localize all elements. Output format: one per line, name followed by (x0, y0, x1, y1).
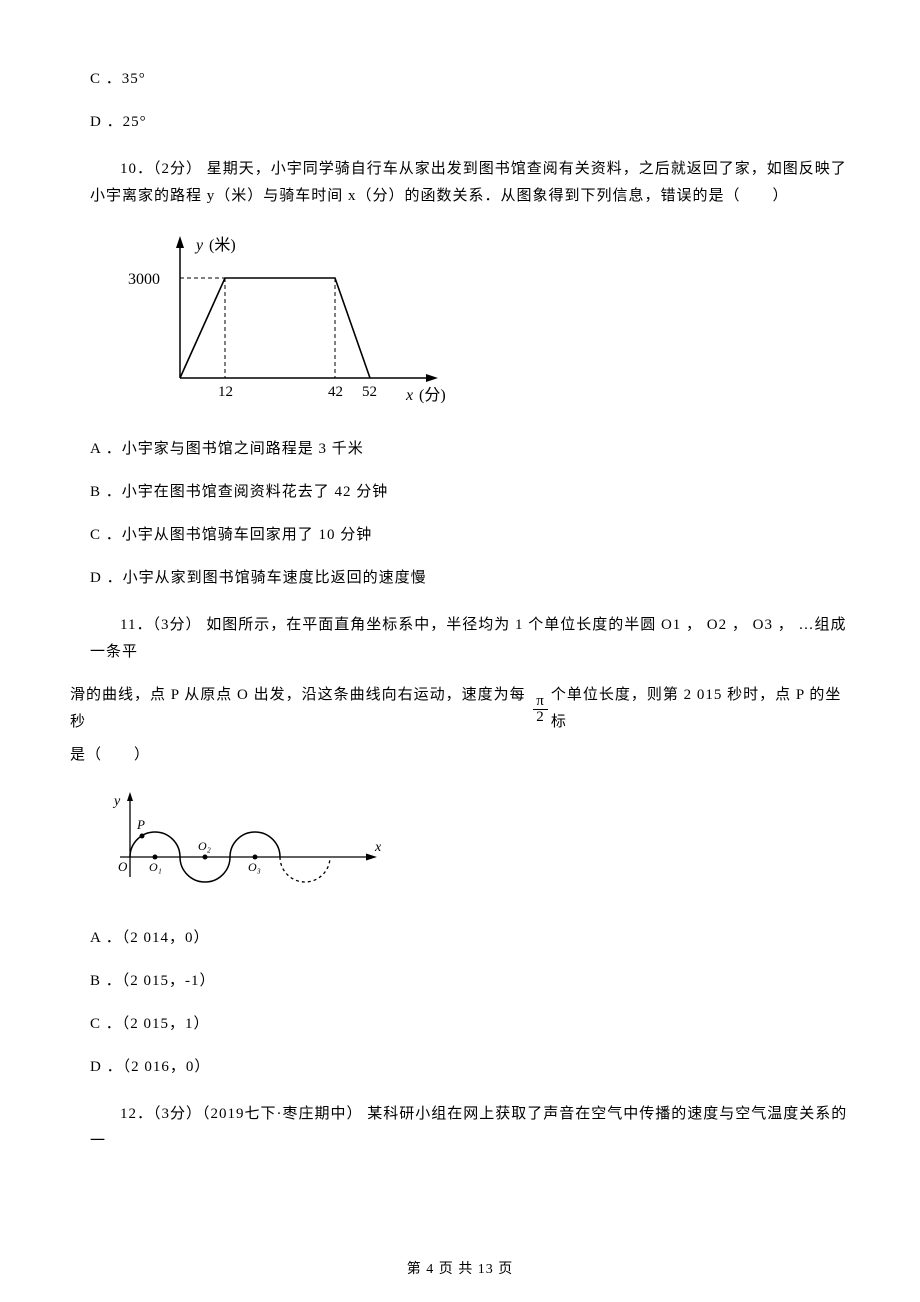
page-footer: 第 4 页 共 13 页 (0, 1257, 920, 1282)
fraction-numerator: π (533, 694, 548, 710)
pi-over-2-fraction: π 2 (533, 694, 548, 725)
x-label-q11: x (374, 840, 382, 855)
q10-option-b: B ．小宇在图书馆查阅资料花去了 42 分钟 (90, 479, 850, 506)
q11-option-a: A ．（2 014，0） (90, 925, 850, 952)
q10-text: 10．（2分） 星期天，小宇同学骑自行车从家出发到图书馆查阅有关资料，之后就返回… (90, 156, 850, 210)
x-axis-label: x (405, 387, 413, 404)
q11-line2-a: 滑的曲线，点 P 从原点 O 出发，沿这条曲线向右运动，速度为每秒 (70, 682, 530, 736)
y-axis-label: y (194, 237, 204, 254)
o2-label: O₂ (198, 839, 211, 853)
q11-option-c: C ．（2 015，1） (90, 1011, 850, 1038)
q10-option-d: D ．小宇从家到图书馆骑车速度比返回的速度慢 (90, 565, 850, 592)
q11-option-d: D ．（2 016，0） (90, 1054, 850, 1081)
origin-label: O (118, 859, 128, 874)
o1-label: O₁ (149, 860, 162, 874)
q11-chart: y x O O₁ P O₂ O₃ (100, 787, 850, 907)
o3-label: O₃ (248, 860, 261, 874)
q10-chart: y (米) x (分) 3000 12 42 52 (110, 228, 850, 418)
fraction-denominator: 2 (533, 710, 548, 725)
p-label: P (136, 817, 145, 832)
q11-line1: 11．（3分） 如图所示，在平面直角坐标系中，半径均为 1 个单位长度的半圆 O… (90, 612, 850, 666)
q11-line3: 是（ ） (70, 742, 850, 769)
q9-option-d: D ．25° (90, 109, 850, 136)
x-tick-12: 12 (218, 384, 233, 400)
y-label-q11: y (112, 794, 121, 809)
q12-text: 12．（3分）（2019七下·枣庄期中） 某科研小组在网上获取了声音在空气中传播… (90, 1101, 850, 1155)
q9-option-c: C ．35° (90, 66, 850, 93)
x-tick-42: 42 (328, 384, 343, 400)
q11-line2: 滑的曲线，点 P 从原点 O 出发，沿这条曲线向右运动，速度为每秒 π 2 个单… (70, 682, 850, 736)
x-axis-unit: (分) (419, 386, 446, 404)
q11-line2-b: 个单位长度，则第 2 015 秒时，点 P 的坐标 (551, 682, 850, 736)
q10-option-c: C ．小宇从图书馆骑车回家用了 10 分钟 (90, 522, 850, 549)
x-tick-52: 52 (362, 384, 377, 400)
q11-option-b: B ．（2 015，-1） (90, 968, 850, 995)
q10-option-a: A ．小宇家与图书馆之间路程是 3 千米 (90, 436, 850, 463)
y-tick-3000: 3000 (128, 271, 160, 288)
y-axis-unit: (米) (209, 236, 236, 254)
